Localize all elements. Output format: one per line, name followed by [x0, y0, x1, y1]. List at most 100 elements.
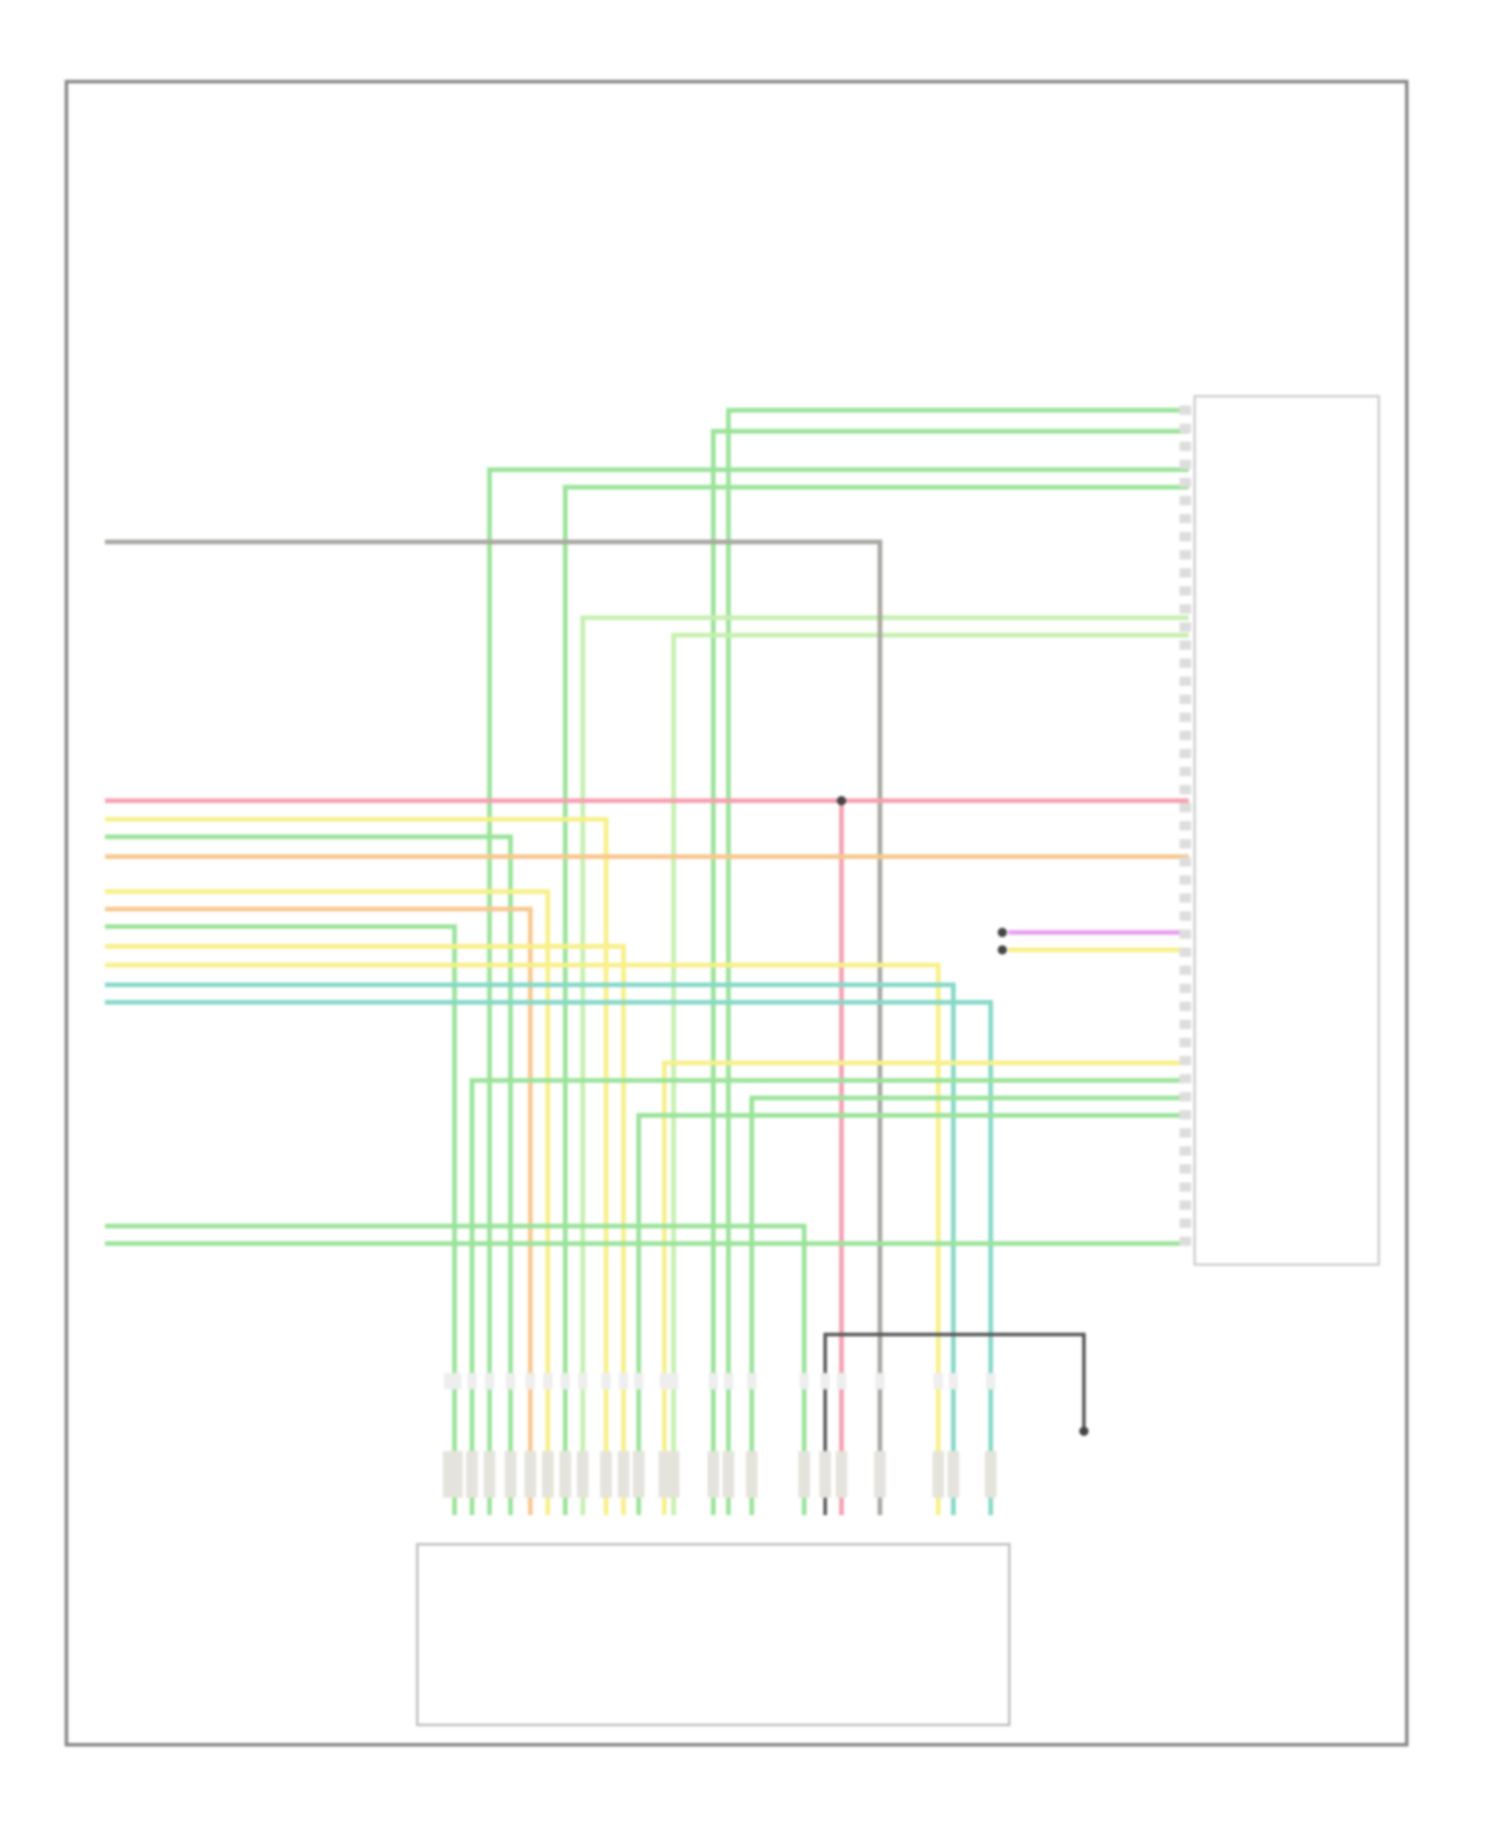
wire-yellow: [662, 1060, 1189, 1516]
wire-label-mark: [723, 1372, 734, 1390]
wire-yellow: [104, 944, 626, 1516]
connector-pin: [1179, 893, 1192, 903]
connector-pin: [1179, 568, 1192, 578]
ground-point-icon: [1079, 1426, 1089, 1436]
wire-label-mark: [747, 1372, 757, 1390]
connector-pin: [1179, 1001, 1192, 1012]
wire-light_green: [580, 615, 1189, 1516]
wire-green: [710, 428, 1189, 1516]
connector-pin: [1179, 857, 1192, 867]
connector-pin: [1179, 911, 1192, 921]
connector-pin: [658, 1451, 671, 1498]
wire-orange: [104, 906, 533, 1516]
connector-pin: [1179, 784, 1192, 795]
connector-pin: [1179, 513, 1192, 524]
wire-label-mark: [543, 1372, 553, 1390]
wire-label-mark: [444, 1372, 454, 1390]
connector-pin: [984, 1451, 997, 1498]
wire-yellow: [104, 817, 609, 1516]
connector-pin: [632, 1451, 645, 1498]
wire-label-mark: [948, 1372, 959, 1390]
wire-green: [562, 484, 1189, 1516]
wire-label-mark: [933, 1372, 943, 1390]
connector-pin: [1179, 730, 1192, 741]
connector-pin: [1179, 694, 1192, 704]
connector-pin: [819, 1451, 832, 1498]
connector-pin: [1179, 622, 1192, 632]
wire-label-mark: [986, 1372, 996, 1390]
connector-pin: [1179, 1074, 1192, 1084]
connector-pin: [1179, 640, 1192, 650]
wire-light_green: [671, 632, 1189, 1516]
connector-pin: [1179, 1218, 1192, 1228]
splice-icon: [997, 945, 1007, 955]
wire-label-mark: [618, 1372, 629, 1390]
wire-label-mark: [668, 1372, 679, 1390]
connector-pin: [1179, 839, 1192, 849]
connector-pin: [483, 1451, 496, 1498]
connector-pin: [1179, 532, 1192, 542]
wire-label-mark: [578, 1372, 588, 1390]
wire-label-mark: [505, 1372, 516, 1390]
connector-pin: [1179, 586, 1192, 596]
wire-label-mark: [836, 1372, 847, 1390]
wire-green: [636, 1113, 1189, 1516]
connector-pin: [1179, 550, 1192, 560]
connector-pin: [1179, 495, 1192, 506]
connector-pin: [835, 1451, 848, 1498]
connector-pin: [1179, 875, 1192, 885]
connector-pin: [1179, 1019, 1192, 1030]
connector-pin: [466, 1451, 478, 1498]
connector-pin: [1179, 1182, 1192, 1192]
connector-pin: [1179, 766, 1192, 777]
connector-pin: [1179, 1146, 1192, 1156]
wire-green: [726, 407, 1189, 1516]
wire-label-mark: [799, 1372, 809, 1390]
connector-pin: [451, 1451, 463, 1498]
splice-icon: [836, 796, 847, 806]
connector-pin: [559, 1451, 572, 1498]
diagram-frame: [64, 79, 1409, 1747]
connector-pin: [1179, 604, 1192, 614]
bottom-connector-box: [416, 1543, 1011, 1727]
wire-yellow: [104, 962, 941, 1516]
connector-pin: [745, 1451, 758, 1498]
connector-pin: [1179, 477, 1192, 488]
connector-pin: [947, 1451, 960, 1498]
connector-pin: [1179, 1055, 1192, 1066]
wire-label-mark: [601, 1372, 611, 1390]
wire-green: [104, 924, 457, 1516]
wire-label-mark: [820, 1372, 830, 1390]
wire-green: [104, 834, 513, 1516]
wire-label-mark: [467, 1372, 477, 1390]
connector-pin: [798, 1451, 811, 1498]
connector-pin: [1179, 803, 1192, 813]
connector-pin: [722, 1451, 735, 1498]
connector-pin: [1179, 1110, 1192, 1120]
wire-green: [487, 467, 1189, 1516]
wire-green: [469, 1078, 1189, 1516]
connector-pin: [1179, 947, 1192, 957]
wire-teal: [104, 999, 994, 1516]
connector-pin: [524, 1451, 537, 1498]
wire-label-mark: [634, 1372, 644, 1390]
connector-pin: [932, 1451, 945, 1498]
wire-label-mark: [452, 1372, 462, 1390]
wire-green: [749, 1095, 1189, 1516]
connector-pin: [707, 1451, 720, 1498]
connector-pin: [1179, 658, 1192, 668]
wire-label-mark: [875, 1372, 885, 1390]
connector-pin: [504, 1451, 517, 1498]
wire-ground: [823, 1332, 1086, 1516]
connector-pin: [874, 1451, 886, 1498]
connector-pin: [1179, 821, 1192, 831]
wire-label-mark: [525, 1372, 535, 1390]
connector-pin: [1179, 676, 1192, 686]
connector-pin: [1179, 983, 1192, 994]
connector-pin: [1179, 405, 1192, 415]
wire-label-mark: [708, 1372, 718, 1390]
connector-pin: [617, 1451, 630, 1498]
connector-pin: [576, 1451, 589, 1498]
connector-pin: [541, 1451, 554, 1498]
wire-yellow: [104, 889, 551, 1516]
